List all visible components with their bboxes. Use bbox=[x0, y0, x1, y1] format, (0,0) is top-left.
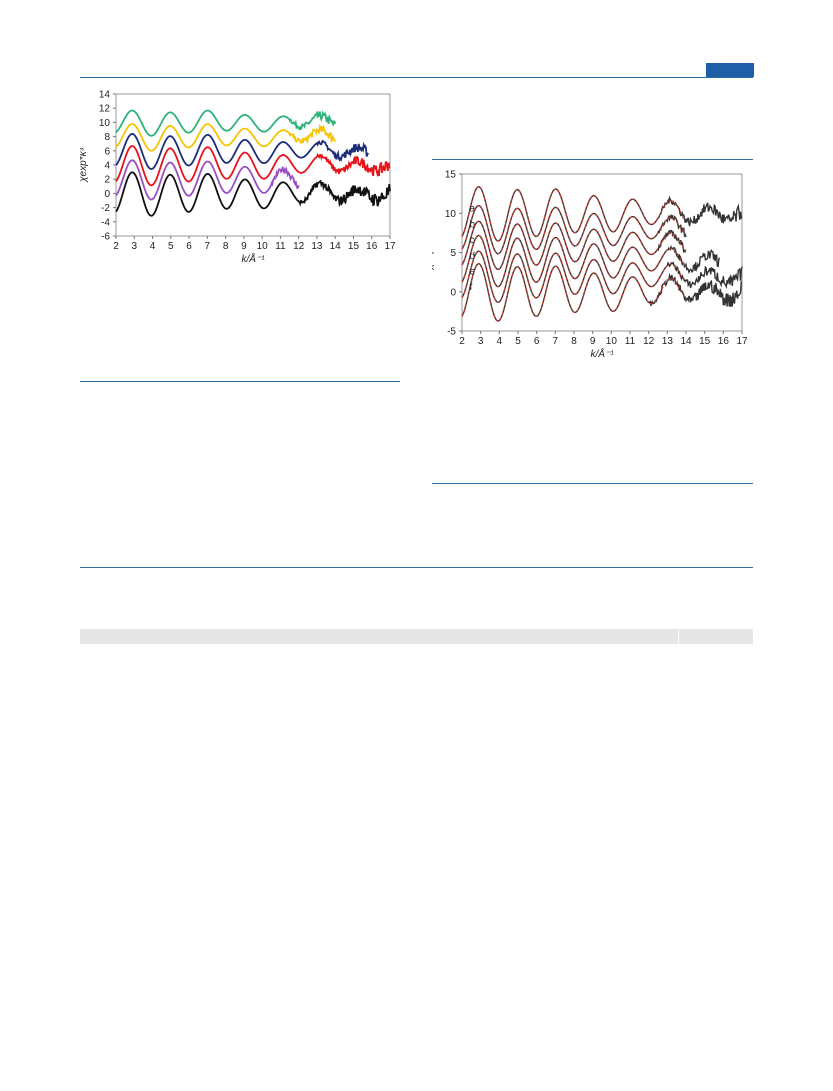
table-header-divider bbox=[678, 629, 679, 644]
y-tick-label: 12 bbox=[99, 104, 111, 115]
fit-line bbox=[461, 220, 687, 270]
x-tick-label: 9 bbox=[590, 336, 596, 347]
y-tick-label: -5 bbox=[447, 327, 456, 338]
x-tick-label: 4 bbox=[497, 336, 503, 347]
y-tick-label: 2 bbox=[104, 175, 110, 186]
x-tick-label: 8 bbox=[571, 336, 577, 347]
x-tick-label: 17 bbox=[736, 336, 748, 347]
x-tick-label: 12 bbox=[643, 336, 655, 347]
y-tick-label: -4 bbox=[101, 217, 110, 228]
y-tick-label: 10 bbox=[445, 209, 457, 220]
series-label: d bbox=[469, 251, 475, 262]
x-tick-label: 9 bbox=[241, 241, 247, 252]
x-tick-label: 11 bbox=[275, 241, 286, 252]
x-tick-label: 13 bbox=[662, 336, 674, 347]
x-tick-label: 5 bbox=[515, 336, 521, 347]
rule-right-figure-top bbox=[432, 159, 753, 160]
series-line bbox=[461, 186, 743, 242]
fit-line bbox=[461, 250, 687, 303]
y-axis-label: χexp*k³ bbox=[432, 235, 435, 270]
table-header-band bbox=[80, 629, 753, 644]
fit-line bbox=[461, 263, 687, 322]
rule-left-caption-top bbox=[80, 381, 400, 382]
chart-exafs-fits: 2 3 4 5 6 7 8 9 10 11 12 13 14 15 16 17 -5 0 5 10 15 k/Å⁻¹ χex… bbox=[432, 170, 748, 361]
fit-line bbox=[461, 186, 687, 242]
x-tick-label: 15 bbox=[348, 241, 360, 252]
x-tick-label: 12 bbox=[293, 241, 305, 252]
page-number-tab bbox=[706, 63, 754, 77]
rule-right-figure-bottom bbox=[432, 483, 753, 484]
series-label: c bbox=[469, 235, 474, 246]
x-tick-label: 14 bbox=[680, 336, 692, 347]
series-line bbox=[115, 109, 337, 137]
x-tick-label: 7 bbox=[553, 336, 559, 347]
top-rule bbox=[80, 77, 753, 78]
x-tick-label: 17 bbox=[384, 241, 396, 252]
y-axis-label: χexp*k³ bbox=[80, 147, 89, 182]
y-tick-label: 0 bbox=[450, 287, 456, 298]
x-tick-label: 11 bbox=[625, 336, 636, 347]
x-tick-label: 3 bbox=[478, 336, 484, 347]
y-tick-label: 0 bbox=[104, 189, 110, 200]
series-line bbox=[115, 159, 300, 201]
rule-section bbox=[80, 567, 753, 568]
y-tick-label: 8 bbox=[104, 132, 110, 143]
y-tick-label: 15 bbox=[445, 170, 457, 181]
y-tick-label: 10 bbox=[99, 118, 111, 129]
series-label: e bbox=[469, 266, 475, 277]
x-tick-label: 8 bbox=[223, 241, 229, 252]
x-tick-label: 7 bbox=[205, 241, 211, 252]
y-tick-label: 5 bbox=[450, 248, 456, 259]
y-tick-label: 6 bbox=[104, 146, 110, 157]
series-line bbox=[115, 145, 391, 187]
series-line bbox=[115, 171, 391, 217]
x-tick-label: 4 bbox=[150, 241, 156, 252]
series-label: b bbox=[469, 219, 475, 230]
x-axis-label: k/Å⁻¹ bbox=[590, 347, 614, 360]
series-line bbox=[115, 133, 369, 170]
x-tick-label: 5 bbox=[168, 241, 174, 252]
y-tick-label: 4 bbox=[104, 161, 110, 172]
x-tick-label: 6 bbox=[186, 241, 192, 252]
x-tick-label: 6 bbox=[534, 336, 540, 347]
fit-line bbox=[461, 234, 687, 288]
y-tick-label: -2 bbox=[101, 203, 110, 214]
x-tick-label: 2 bbox=[113, 241, 119, 252]
series-label: f bbox=[469, 282, 472, 293]
fit-line bbox=[461, 205, 687, 255]
series-line bbox=[461, 204, 687, 255]
x-tick-label: 16 bbox=[366, 241, 378, 252]
x-tick-label: 13 bbox=[311, 241, 323, 252]
x-tick-label: 2 bbox=[459, 336, 465, 347]
x-tick-label: 16 bbox=[718, 336, 730, 347]
x-tick-label: 10 bbox=[606, 336, 618, 347]
y-tick-label: 14 bbox=[99, 90, 111, 101]
series-line bbox=[115, 123, 336, 152]
y-tick-label: -6 bbox=[101, 232, 110, 243]
x-tick-label: 10 bbox=[257, 241, 269, 252]
x-tick-label: 3 bbox=[131, 241, 137, 252]
x-tick-label: 15 bbox=[699, 336, 711, 347]
chart-exafs-series: 2 3 4 5 6 7 8 9 10 11 12 13 14 15 16 17 -6 -4 -2 0 2 4 6 8 10 12 1… bbox=[80, 90, 396, 266]
series-label: a bbox=[469, 204, 475, 215]
x-axis-label: k/Å⁻¹ bbox=[241, 252, 265, 265]
x-tick-label: 14 bbox=[330, 241, 342, 252]
